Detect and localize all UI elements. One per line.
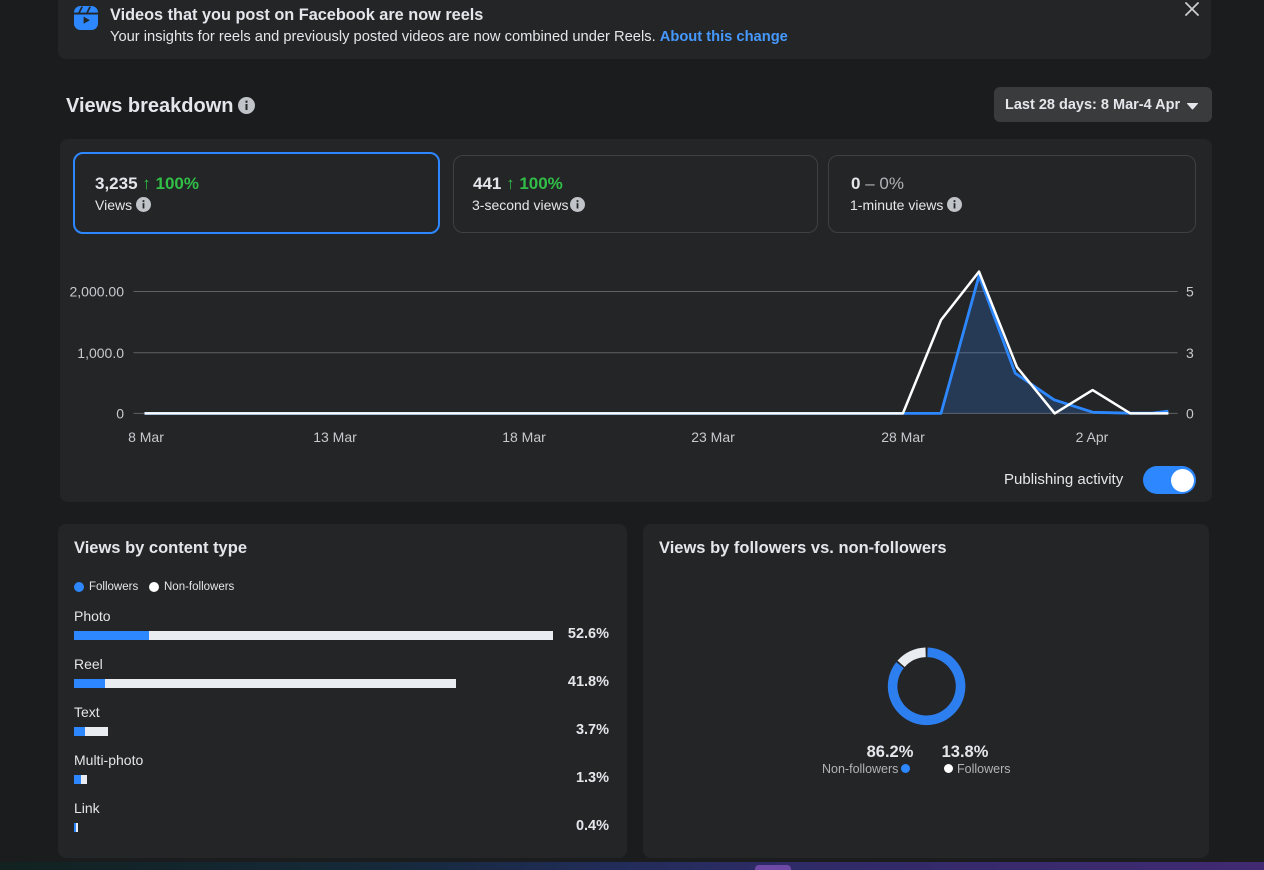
svg-text:5: 5 bbox=[1186, 284, 1194, 300]
svg-text:13 Mar: 13 Mar bbox=[313, 429, 357, 445]
svg-text:3: 3 bbox=[1186, 345, 1194, 361]
svg-text:28 Mar: 28 Mar bbox=[881, 429, 925, 445]
svg-text:8 Mar: 8 Mar bbox=[128, 429, 164, 445]
svg-text:2,000.00: 2,000.00 bbox=[70, 284, 125, 300]
svg-text:1,000.0: 1,000.0 bbox=[77, 345, 124, 361]
svg-text:2 Apr: 2 Apr bbox=[1076, 429, 1109, 445]
svg-text:23 Mar: 23 Mar bbox=[691, 429, 735, 445]
svg-text:0: 0 bbox=[1186, 405, 1194, 421]
svg-text:0: 0 bbox=[116, 405, 124, 421]
svg-text:18 Mar: 18 Mar bbox=[502, 429, 546, 445]
